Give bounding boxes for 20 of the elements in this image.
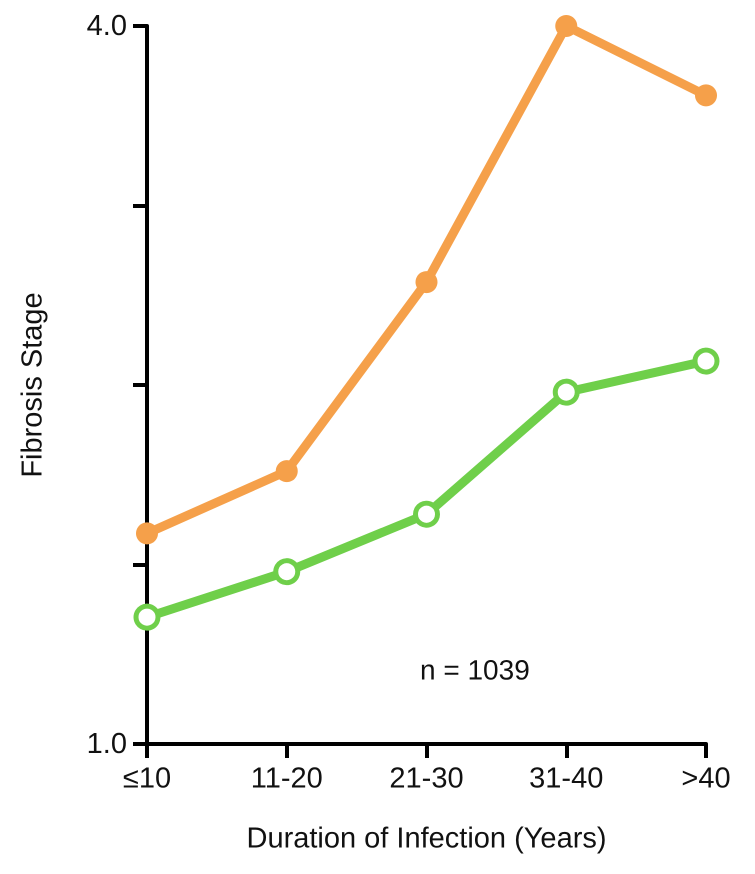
y-tick-label: 4.0 [86, 10, 127, 42]
point [413, 500, 440, 528]
point [134, 604, 160, 631]
point [552, 378, 580, 406]
y-axis-title: Fibrosis Stage [16, 292, 48, 478]
point [416, 271, 438, 294]
x-tick-label: 11-20 [250, 762, 323, 794]
annotation: n = 1039 [420, 654, 530, 686]
point [695, 84, 717, 106]
y-tick-label: 1.0 [86, 728, 127, 760]
point [273, 558, 300, 586]
x-tick-label: 31-40 [529, 762, 604, 794]
point [692, 348, 720, 375]
point [555, 15, 578, 37]
x-axis-title: Duration of Infection (Years) [246, 822, 607, 854]
x-tick-label: ≤10 [122, 762, 172, 794]
point [136, 522, 158, 544]
x-tick-label: 21-30 [389, 762, 464, 794]
point [276, 460, 298, 482]
x-tick-label: >40 [681, 762, 731, 794]
